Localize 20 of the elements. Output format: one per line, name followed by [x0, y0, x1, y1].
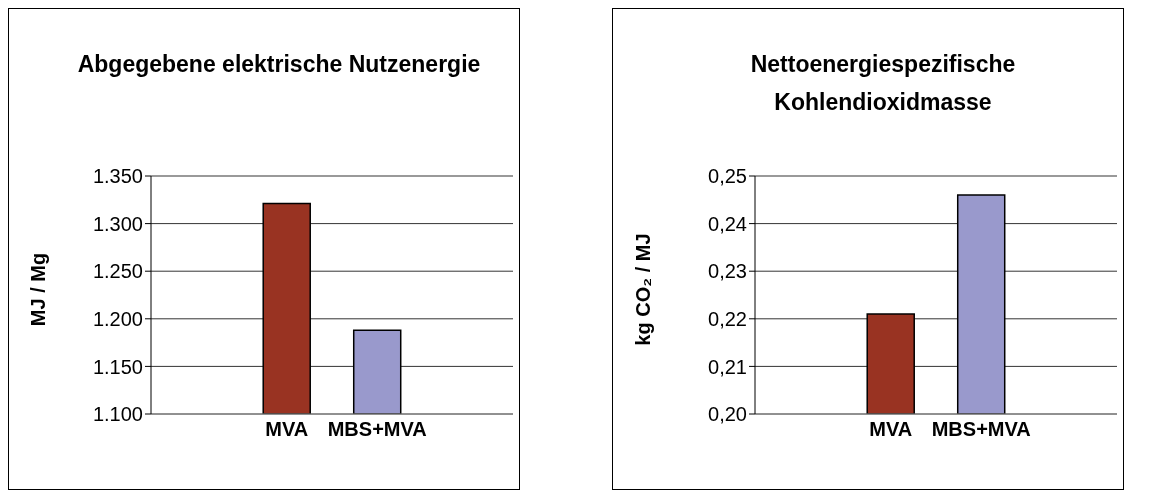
- y-tick-label: 0,20: [708, 403, 747, 426]
- x-tick-label: MVA: [869, 418, 913, 441]
- y-tick-label: 0,24: [708, 212, 747, 235]
- chart-title: Abgegebene elektrische Nutzenergie: [76, 50, 482, 79]
- x-tick-label: MVA: [265, 418, 309, 441]
- chart-title: Nettoenergiespezifische Kohlendioxidmasse: [749, 50, 1017, 117]
- y-tick-label: 0,23: [708, 260, 747, 283]
- y-tick-label: 1.200: [92, 307, 143, 330]
- y-tick-label: 1.150: [92, 355, 143, 378]
- y-tick-label: 1.350: [92, 165, 143, 188]
- x-tick-label: MBS+MVA: [327, 418, 427, 441]
- y-axis-title: kg CO₂ / MJ: [631, 232, 655, 346]
- y-tick-label: 0,21: [708, 355, 747, 378]
- y-tick-label: 1.250: [92, 260, 143, 283]
- x-tick-label: MBS+MVA: [931, 418, 1031, 441]
- y-tick-label: 0,22: [708, 307, 747, 330]
- y-tick-label: 1.100: [92, 403, 143, 426]
- y-tick-label: 1.300: [92, 212, 143, 235]
- y-axis-title: MJ / Mg: [27, 252, 51, 326]
- y-tick-label: 0,25: [708, 165, 747, 188]
